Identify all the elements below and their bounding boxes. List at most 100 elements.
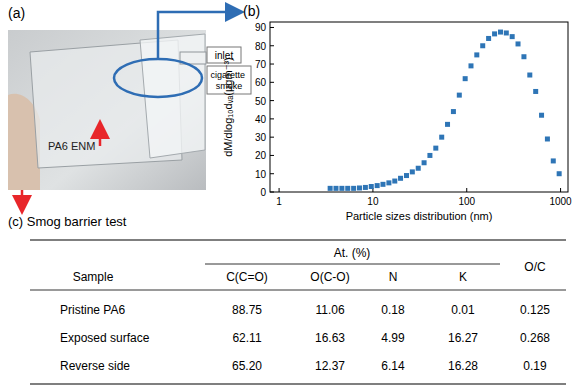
membrane-label: PA6 ENM [48,140,95,152]
table-cell: 0.01 [451,303,475,317]
figure: (a)inletcigarette smokePA6 ENM(b)0102030… [0,0,576,389]
y-tick-label: 70 [255,59,267,70]
y-tick [270,27,274,28]
x-tick-label: 100 [458,196,475,207]
y-tick [270,82,274,83]
panel-label: (a) [8,5,25,21]
data-point [498,30,503,35]
y-tick [270,155,274,156]
y-tick-label: 20 [255,150,267,161]
data-point [433,146,438,151]
chart: 01020304050607080901101001000Particle si… [222,22,572,222]
row-label: Pristine PA6 [60,303,125,317]
data-point [427,153,432,158]
data-point [480,43,485,48]
data-point [422,160,427,165]
data-point [416,166,421,171]
data-point [357,185,362,190]
data-point [439,135,444,140]
data-point [468,63,473,68]
data-point [463,76,468,81]
data-point [527,73,532,78]
plot-frame [270,22,568,192]
header-cell: N [389,270,398,284]
y-tick [270,64,274,65]
y-tick [270,100,274,101]
y-tick-label: 90 [255,22,267,33]
table-cell: 0.19 [523,359,547,373]
data-point [369,184,374,189]
data-point [410,169,415,174]
data-point [380,182,385,187]
data-point [539,113,544,118]
row-label: Exposed surface [60,331,150,345]
data-point [486,36,491,41]
data-point [557,171,562,176]
y-tick [270,192,274,193]
header-cell: K [459,270,467,284]
table-cell: 16.63 [315,331,345,345]
table-cell: 16.27 [448,331,478,345]
table-rule [30,239,566,240]
data-point [510,34,515,39]
y-axis-label: dM/dlog₁₀dᵥₐ(μgm⁻³) [222,57,234,157]
table-cell: 4.99 [381,331,405,345]
table-rule [205,264,500,265]
data-point [398,176,403,181]
y-tick-label: 30 [255,132,267,143]
x-tick-label: 1 [276,196,282,207]
table-cell: 6.14 [381,359,405,373]
x-tick [466,188,467,192]
y-tick-label: 0 [260,187,266,198]
table-cell: 0.268 [520,331,550,345]
header-cell: O/C [524,260,546,274]
table-rule [30,383,566,384]
header-cell: C(C=O) [226,270,268,284]
data-point [404,173,409,178]
table-cell: 0.125 [520,303,550,317]
table-cell: 88.75 [232,303,262,317]
data-point [551,158,556,163]
y-tick-label: 80 [255,41,267,52]
table-cell: 16.28 [448,359,478,373]
data-point [445,122,450,127]
y-tick-label: 60 [255,77,267,88]
data-point [457,93,462,98]
y-tick-label: 50 [255,96,267,107]
data-point [492,31,497,36]
y-tick [270,137,274,138]
data-point [345,186,350,191]
table-cell: 62.11 [232,331,261,345]
x-tick [560,188,561,192]
data-point [521,54,526,59]
data-point [504,30,509,35]
header-cell: Sample [73,270,114,284]
table-rule [30,290,566,291]
row-label: Reverse side [60,359,130,373]
membrane-highlight [114,59,202,97]
y-tick [270,118,274,119]
data-point [516,41,521,46]
test-arrow [21,190,24,210]
table: (c) Smog barrier testSampleAt. (%)C(C=O)… [8,214,566,384]
panel-label: (b) [243,3,260,19]
table-cell: 12.37 [315,359,345,373]
data-point [474,52,479,57]
photo [8,30,206,190]
data-point [533,89,538,94]
y-tick-label: 10 [255,169,267,180]
table-cell: 0.18 [381,303,405,317]
background [0,0,576,389]
table-cell: 65.20 [232,359,262,373]
data-point [351,186,356,191]
data-point [328,186,333,191]
photo-background [8,30,206,190]
table-cell: 11.06 [315,303,344,317]
x-tick-label: 10 [367,196,379,207]
data-point [392,179,397,184]
data-point [339,186,344,191]
data-point [333,186,338,191]
header-cell: At. (%) [334,246,371,260]
x-axis-label: Particle sizes distribution (nm) [346,210,493,222]
membrane-arrow [99,124,102,146]
